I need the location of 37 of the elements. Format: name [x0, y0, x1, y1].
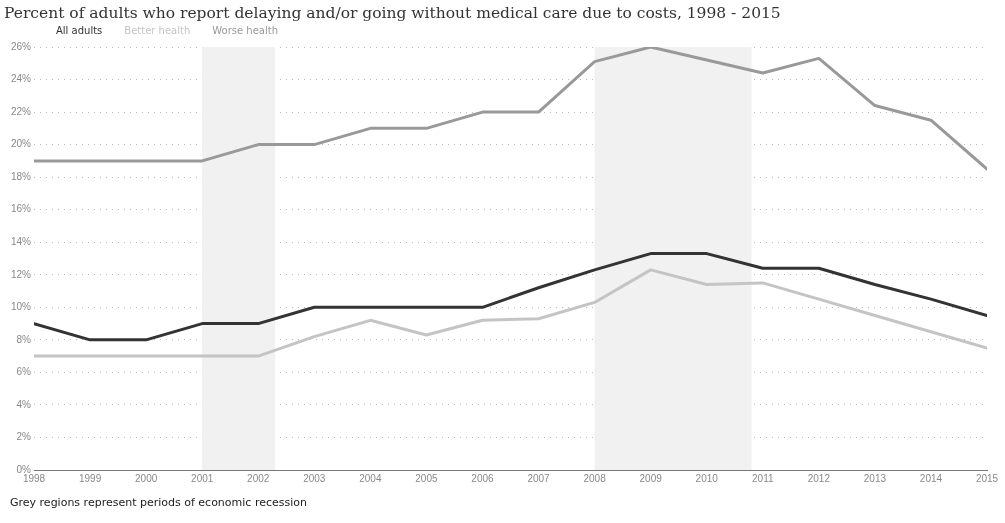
x-tick-label: 2013 [863, 472, 887, 484]
y-tick-label: 0% [16, 463, 32, 475]
x-tick-label: 2007 [527, 472, 551, 484]
x-tick-label: 2008 [583, 472, 607, 484]
y-tick-label: 18% [11, 170, 32, 182]
y-tick-label: 8% [16, 333, 32, 345]
x-tick-label: 2000 [135, 472, 158, 484]
y-tick-label: 6% [16, 366, 32, 378]
x-tick-label: 2012 [807, 472, 831, 484]
y-tick-label: 20% [11, 138, 32, 150]
y-tick-label: 2% [16, 431, 32, 443]
x-tick-label: 2004 [359, 472, 382, 484]
y-tick-label: 14% [11, 235, 32, 247]
text: Grey regions represent periods of economic recession [10, 496, 307, 509]
y-tick-label: 22% [11, 105, 32, 117]
x-tick-label: 1999 [78, 472, 102, 484]
y-tick-label: 16% [11, 203, 32, 215]
x-tick-label: 2002 [247, 472, 270, 484]
y-tick-label: 12% [11, 268, 32, 280]
text: All adults [56, 25, 103, 36]
y-tick-label: 26% [11, 40, 32, 52]
x-tick-label: 2010 [695, 472, 719, 484]
x-tick-label: 2001 [191, 472, 214, 484]
x-tick-label: 2005 [415, 472, 438, 484]
chart-title: Percent of adults who report delaying and/or going without medical care due to costs, 1998 - 2015 [4, 4, 781, 22]
text: Better health [124, 25, 191, 36]
x-tick-label: 1998 [22, 472, 46, 484]
y-tick-label: 4% [16, 398, 32, 410]
y-tick-label: 10% [11, 301, 32, 313]
x-tick-label: 2014 [919, 472, 943, 484]
x-tick-label: 2006 [471, 472, 495, 484]
x-tick-label: 2011 [752, 472, 774, 484]
x-tick-label: 2003 [303, 472, 326, 484]
y-tick-label: 24% [11, 73, 32, 85]
text: Worse health [212, 25, 278, 36]
x-tick-label: 2015 [975, 472, 999, 484]
x-tick-label: 2009 [639, 472, 663, 484]
